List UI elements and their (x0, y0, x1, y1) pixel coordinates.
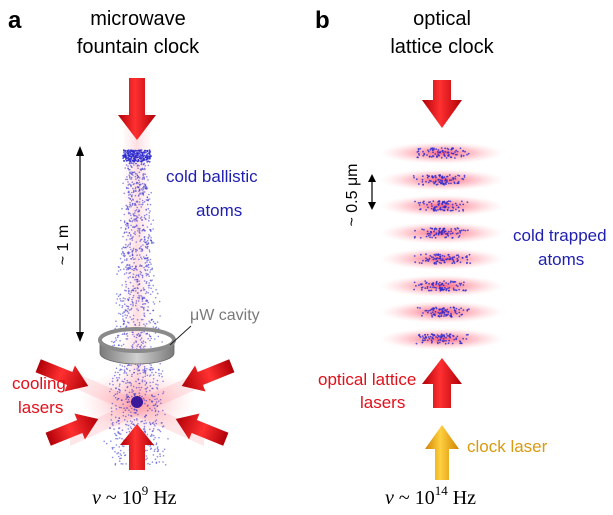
lattice-label-line1: optical lattice (318, 370, 416, 389)
cavity-label: μW cavity (190, 307, 260, 324)
panel-b-letter: b (315, 7, 330, 34)
panel-a-title-line1: microwave (90, 8, 186, 30)
atoms-a-line1: cold ballistic (166, 167, 258, 186)
panel-b-title-line1: optical (413, 8, 471, 30)
panel-a-letter: a (8, 7, 22, 34)
panel-b-title-line2: lattice clock (390, 36, 494, 58)
cooling-label-line2: lasers (18, 398, 63, 417)
fountain-top-arrow (118, 78, 156, 140)
lattice-bottom-arrow (422, 358, 462, 408)
frequency-b: ν ~ 1014 Hz (385, 483, 476, 509)
clock-laser-arrow (425, 425, 459, 480)
height-label: ~ 1 m (55, 225, 72, 265)
cooling-label-line1: cooling (12, 374, 66, 393)
panel-a-title-line2: fountain clock (77, 36, 200, 58)
lattice-site (380, 142, 504, 164)
atoms-a-line2: atoms (196, 201, 242, 220)
panel-b: b optical lattice clock ~ 0.5 μm cold tr… (315, 7, 607, 509)
cooling-arrow-bottom (120, 424, 154, 470)
atom-ball (131, 396, 143, 408)
cooling-arrow-lower-right (175, 413, 229, 446)
cooling-arrow-upper-right (181, 359, 235, 392)
lattice-site (380, 248, 504, 270)
cooling-arrow-upper-left (35, 359, 89, 392)
lattice-top-arrow (422, 80, 462, 128)
lattice-site (380, 301, 504, 323)
cooling-arrow-lower-left (45, 413, 99, 446)
panel-a: a microwave fountain clock μW cavity ~ 1… (8, 7, 260, 509)
spacing-dimension (368, 174, 376, 210)
lattice-label-line2: lasers (360, 393, 405, 412)
atoms-b-line1: cold trapped (513, 226, 607, 245)
height-dimension (76, 146, 84, 342)
frequency-a: ν ~ 109 Hz (92, 483, 177, 509)
fountain-atom-cloud (103, 149, 169, 466)
lattice-site (380, 195, 504, 217)
lattice-site (380, 328, 504, 350)
clock-laser-label: clock laser (467, 437, 548, 456)
lattice-site (380, 169, 504, 191)
microwave-cavity (98, 327, 176, 365)
lattice-site (380, 275, 504, 297)
cavity-pointer-line (169, 325, 192, 346)
spacing-label: ~ 0.5 μm (344, 163, 361, 226)
atoms-b-line2: atoms (538, 250, 584, 269)
lattice-sites (380, 142, 504, 350)
lattice-site (380, 222, 504, 244)
